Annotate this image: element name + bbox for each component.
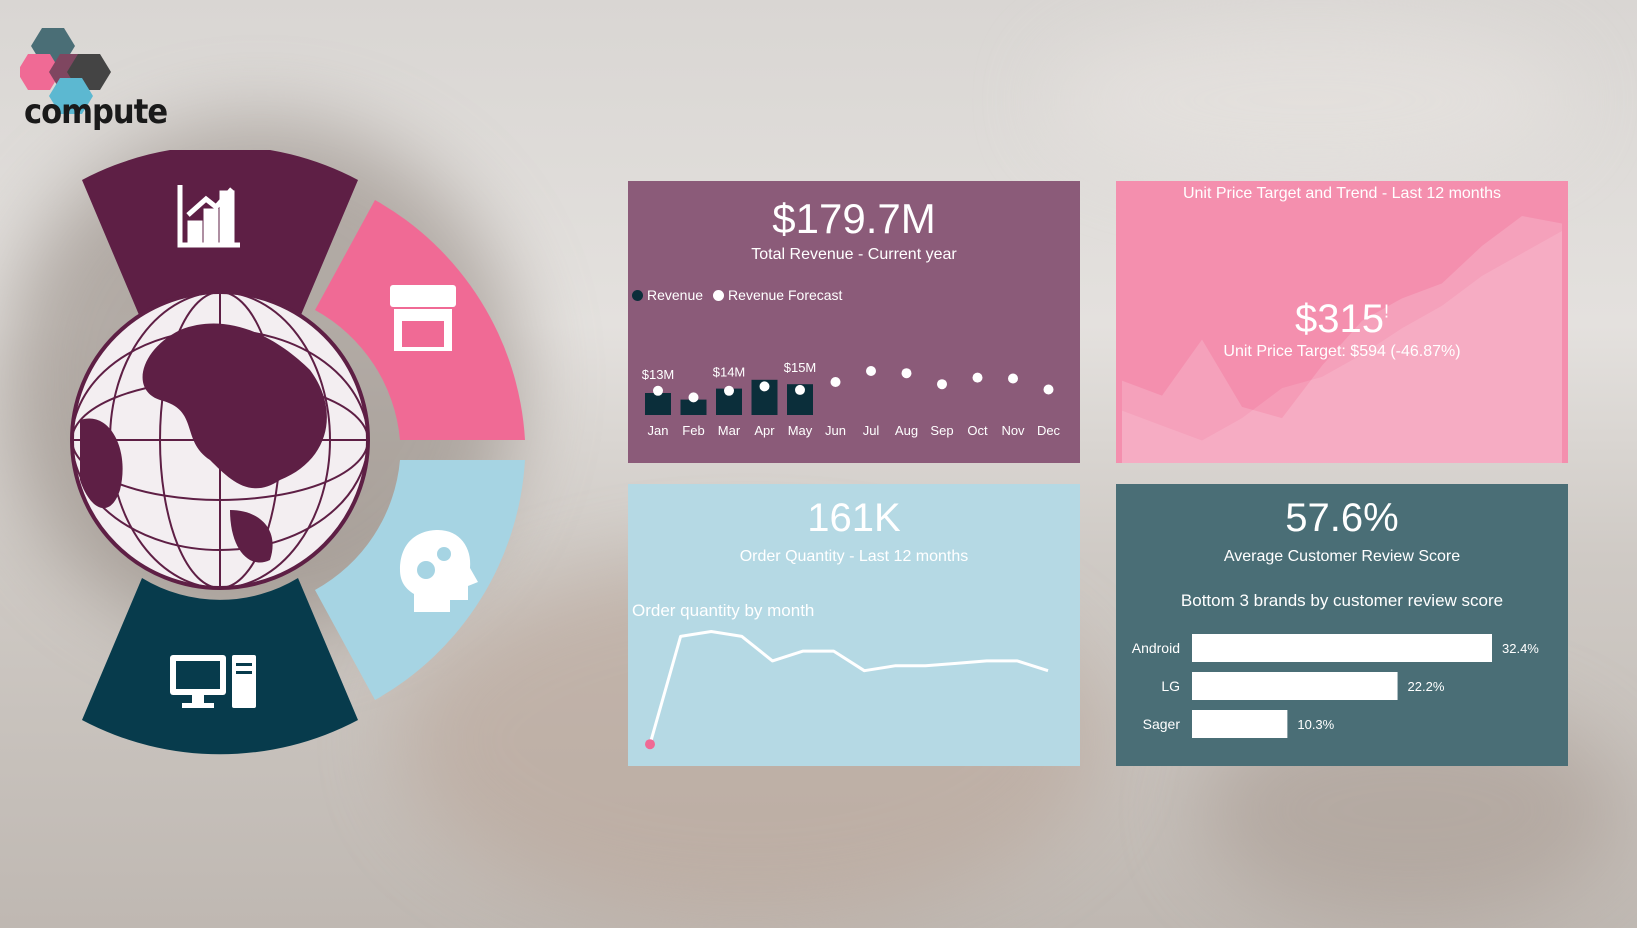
order-line	[648, 630, 1049, 745]
unit-price-card[interactable]: Unit Price Target and Trend - Last 12 mo…	[1116, 181, 1568, 463]
compute-logo	[20, 28, 111, 114]
revenue-bar[interactable]	[680, 399, 707, 415]
x-tick-label: Feb	[682, 423, 704, 438]
brand-label: Sager	[1143, 716, 1181, 732]
data-label: $15M	[784, 360, 817, 375]
globe-icon[interactable]	[70, 290, 370, 590]
revenue-card[interactable]: $179.7M Total Revenue - Current year Rev…	[628, 181, 1080, 463]
review-label: Average Customer Review Score	[1223, 548, 1461, 565]
x-tick-label: Jan	[648, 423, 669, 438]
review-chart-title: Bottom 3 brands by customer review score	[1180, 591, 1504, 610]
x-tick-label: Jun	[825, 423, 846, 438]
brand-value-label: 22.2%	[1408, 679, 1445, 694]
order-start-point[interactable]	[645, 739, 655, 750]
unit-price-trend-chart	[1122, 215, 1562, 463]
x-tick-label: Nov	[1001, 423, 1025, 438]
x-tick-label: Apr	[754, 423, 775, 438]
data-label: $14M	[713, 365, 746, 380]
forecast-point[interactable]	[866, 366, 876, 376]
unit-price-value: $315!	[1116, 297, 1568, 342]
brand-review-chart: Android 32.4% LG 22.2% Sager 10.3%	[1132, 634, 1539, 738]
bar-chart-icon	[177, 185, 240, 248]
brand-value-label: 32.4%	[1502, 641, 1539, 656]
forecast-point[interactable]	[1043, 384, 1054, 395]
x-tick-label: Dec	[1037, 423, 1061, 438]
forecast-point[interactable]	[1008, 373, 1018, 384]
background-blur	[1050, 20, 1570, 180]
forecast-point[interactable]	[795, 384, 805, 395]
unit-price-target: Unit Price Target: $594 (-46.87%)	[1223, 343, 1461, 360]
brand-bar[interactable]	[1192, 710, 1288, 738]
order-card[interactable]: 161K Order Quantity - Last 12 months Ord…	[628, 484, 1080, 766]
forecast-point[interactable]	[937, 379, 947, 390]
legend-label-revenue: Revenue	[647, 287, 704, 303]
review-card[interactable]: 57.6% Average Customer Review Score Bott…	[1116, 484, 1568, 766]
trend-area	[1122, 230, 1562, 463]
order-chart-title: Order quantity by month	[632, 601, 815, 620]
x-tick-label: Jul	[863, 423, 880, 438]
unit-price-amount: $315	[1295, 297, 1384, 341]
revenue-legend: Revenue Revenue Forecast	[632, 287, 842, 303]
forecast-point[interactable]	[688, 392, 699, 403]
brand-label: Android	[1132, 640, 1180, 656]
x-tick-label: Aug	[895, 423, 918, 438]
x-tick-label: Oct	[967, 423, 988, 438]
trend-area	[1122, 215, 1562, 463]
legend-dot-revenue	[632, 289, 643, 301]
storefront-icon	[390, 285, 456, 351]
forecast-point[interactable]	[901, 368, 912, 379]
brand-bar[interactable]	[1192, 634, 1492, 662]
unit-price-title: Unit Price Target and Trend - Last 12 mo…	[1182, 185, 1502, 202]
circular-nav	[70, 150, 525, 755]
order-quantity-chart	[645, 630, 1049, 750]
desktop-computer-icon	[170, 655, 256, 708]
x-tick-label: May	[788, 423, 813, 438]
revenue-label: Total Revenue - Current year	[751, 246, 957, 263]
legend-dot-forecast	[713, 289, 725, 301]
forecast-point[interactable]	[759, 381, 770, 392]
brand-name: compute	[24, 92, 168, 132]
order-value: 161K	[807, 496, 901, 540]
brand-label: LG	[1161, 678, 1180, 694]
forecast-point[interactable]	[972, 372, 983, 383]
order-label: Order Quantity - Last 12 months	[739, 548, 969, 565]
brand-value-label: 10.3%	[1297, 717, 1334, 732]
head-gears-icon	[400, 530, 478, 612]
review-value: 57.6%	[1285, 496, 1399, 540]
x-tick-label: Sep	[930, 423, 953, 438]
brand-bar[interactable]	[1192, 672, 1398, 700]
revenue-bar[interactable]	[645, 393, 671, 415]
unit-price-marker: !	[1383, 301, 1389, 322]
forecast-point[interactable]	[653, 385, 663, 396]
forecast-point[interactable]	[724, 385, 734, 396]
revenue-chart: Jan Feb Mar Apr May Jun Jul Aug Sep Oct Nov Dec $13M…	[642, 360, 1061, 438]
revenue-value: $179.7M	[772, 195, 936, 242]
x-tick-label: Mar	[718, 423, 741, 438]
forecast-point[interactable]	[830, 377, 841, 387]
data-label: $13M	[642, 367, 675, 382]
legend-label-forecast: Revenue Forecast	[728, 287, 843, 303]
